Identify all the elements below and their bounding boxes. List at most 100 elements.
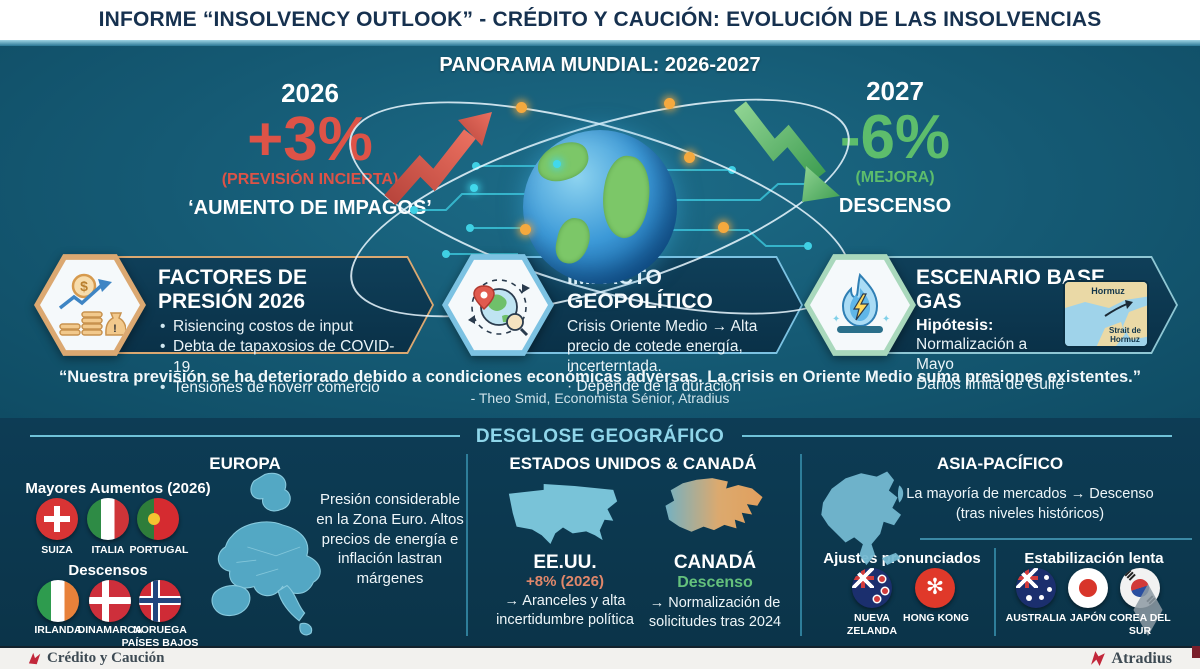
flag-portugal	[137, 498, 179, 540]
stat-2026: 2026 +3% (PREVISIÓN INCIERTA) ‘AUMENTO D…	[185, 78, 435, 220]
flag-norway	[139, 580, 181, 622]
geo-section-title: DESGLOSE GEOGRÁFICO	[475, 426, 725, 447]
flag-label: COREA DEL SUR	[1109, 612, 1171, 637]
column-divider	[800, 454, 802, 636]
flag-label: SUIZA	[41, 544, 73, 556]
europe-summary-text: Presión considerable en la Zona Euro. Al…	[316, 491, 464, 588]
stat-2027-caption: DESCENSO	[838, 195, 952, 217]
svg-text:✦: ✦	[882, 314, 890, 325]
atradius-logo-icon	[1090, 651, 1105, 666]
panorama-title: PANORAMA MUNDIAL: 2026-2027	[439, 54, 761, 76]
flag-label: JAPÓN	[1069, 612, 1107, 624]
stat-2026-value: +3%	[247, 105, 373, 174]
orbit-node-icon	[553, 160, 561, 168]
pressure-factors-list: Risiencing costos de input Debta de tapa…	[158, 317, 400, 399]
globe-landmass	[552, 215, 594, 267]
pressure-factor-item: Debta de tapaxosios de COVID-19	[158, 337, 400, 378]
header-divider	[0, 40, 1200, 46]
atradius-brand: Atradius	[1090, 650, 1172, 668]
flag-australia	[1016, 568, 1056, 608]
orbit-node-icon	[520, 224, 531, 235]
svg-text:$: $	[80, 278, 88, 294]
flag-italy	[87, 498, 129, 540]
gas-scenario-box: ESCENARIO BASE GAS Hipótesis: Normalizac…	[868, 256, 1178, 393]
hormuz-label: Hormuz	[1091, 286, 1125, 296]
quote-attribution: - Theo Smid, Economista Sénior, Atradius	[470, 390, 730, 406]
footer-bar: Crédito y Caución Atradius	[0, 646, 1200, 669]
title-rule-right	[742, 435, 1172, 437]
gas-line1: Normalización a Mayo	[916, 336, 1028, 374]
geographic-section: DESGLOSE GEOGRÁFICO EUROPA Mayores Aumen…	[0, 418, 1200, 649]
apac-column-title: ASIA-PACÍFICO	[936, 454, 1064, 473]
stat-2027: 2027 -6% (MEJORA) DESCENSO	[775, 76, 1015, 218]
orbit-node-icon	[718, 222, 729, 233]
hormuz-map: Hormuz Strait de Hormuz	[1063, 280, 1149, 348]
flag-label: NUEVA ZELANDA	[846, 612, 898, 637]
canada-text: → Normalización de solicitudes tras 2024	[648, 595, 782, 630]
gas-scenario-title: ESCENARIO BASE GAS	[916, 266, 1106, 313]
apac-group2-title: Estabilización lenta	[1024, 550, 1164, 567]
geopolitical-line2: · Depende de la duración	[567, 378, 742, 396]
europe-column-title: EUROPA	[209, 454, 281, 473]
panorama-panel: PANORAMA MUNDIAL: 2026-2027	[0, 46, 1200, 418]
gas-hypothesis-label: Hipótesis:	[916, 317, 994, 334]
flag-label: PORTUGAL	[129, 544, 189, 556]
europe-decreases-title: Descensos	[68, 562, 148, 579]
pressure-factors-title: FACTORES DE PRESIÓN 2026	[158, 266, 307, 313]
title-rule-left	[30, 435, 460, 437]
apac-line1: La mayoría de mercados → Descenso	[906, 486, 1154, 502]
svg-text:✦: ✦	[832, 314, 840, 325]
orbit-node-icon	[684, 152, 695, 163]
us-name: EE.UU.	[533, 552, 597, 573]
globe-pin-icon	[442, 252, 554, 358]
apac-line2: (tras niveles históricos)	[955, 506, 1105, 522]
flag-label: NORUEGA	[133, 624, 187, 636]
globe-landmass	[597, 153, 655, 241]
canada-map	[665, 478, 763, 532]
flag-denmark	[89, 580, 131, 622]
flag-ireland	[37, 580, 79, 622]
apac-group-divider	[994, 548, 996, 636]
svg-text:!: !	[113, 323, 117, 335]
pressure-factor-item: Tensiones de noverr comercio	[158, 378, 400, 399]
flag-label: IRLANDA	[34, 624, 82, 636]
page-title: INFORME “INSOLVENCY OUTLOOK” - CRÉDITO Y…	[98, 8, 1102, 31]
stat-2027-note: (MEJORA)	[855, 169, 935, 186]
geopolitical-impact-box: IMPACTO GEOPOLÍTICO Crisis Oriente Medio…	[505, 256, 803, 395]
column-divider	[466, 454, 468, 636]
usa-map	[508, 484, 618, 544]
na-column-title: ESTADOS UNIDOS & CANADÁ	[509, 454, 757, 473]
flag-new-zealand	[852, 568, 892, 608]
pressure-factor-item: Risiencing costos de input	[158, 317, 400, 338]
stat-2026-year: 2026	[281, 78, 339, 108]
credito-y-caucion-label: Crédito y Caución	[47, 650, 165, 666]
globe-icon	[523, 130, 677, 284]
atradius-label: Atradius	[1111, 649, 1172, 667]
flag-label: ITALIA	[91, 544, 125, 556]
flag-label: DINAMARCA	[77, 624, 143, 636]
stat-2027-value: -6%	[839, 103, 951, 172]
gas-flame-icon: ✦ ✦	[804, 252, 916, 358]
apac-rule	[920, 538, 1192, 540]
quote-text: “Nuestra previsión se ha deteriorado deb…	[58, 368, 1142, 386]
geopolitical-line1: Crisis Oriente Medio → Alta precio de co…	[567, 318, 758, 376]
footer-accent-square	[1192, 646, 1200, 658]
us-text: → Aranceles y alta incertidumbre polític…	[496, 593, 634, 628]
header-bar: INFORME “INSOLVENCY OUTLOOK” - CRÉDITO Y…	[0, 0, 1200, 40]
stat-2026-caption: ‘AUMENTO DE IMPAGOS’	[188, 197, 432, 219]
rising-arrow-icon	[384, 112, 492, 205]
canada-name: CANADÁ	[673, 552, 757, 573]
credito-y-caucion-brand: Crédito y Caución	[28, 650, 165, 667]
orbit-node-icon	[664, 98, 675, 109]
gas-line2: Daños limita de Gulfe	[916, 376, 1065, 394]
us-value: +8% (2026)	[526, 573, 604, 590]
strait-of-hormuz-label: Strait de Hormuz	[1108, 326, 1141, 344]
flag-switzerland	[36, 498, 78, 540]
stat-2027-year: 2027	[866, 76, 924, 106]
orbit-node-icon	[516, 102, 527, 113]
flag-label: AUSTRALIA	[1005, 612, 1067, 624]
canada-value: Descenso	[677, 574, 753, 591]
flag-label: HONG KONG	[903, 612, 969, 624]
asia-map	[821, 471, 904, 566]
